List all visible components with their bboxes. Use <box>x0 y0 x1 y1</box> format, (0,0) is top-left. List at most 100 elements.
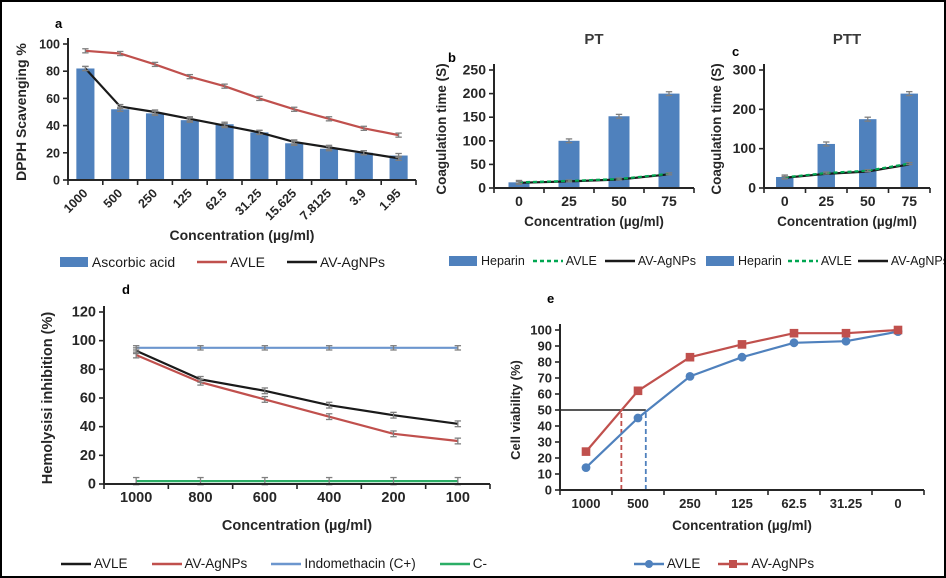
svg-text:1.95: 1.95 <box>377 186 404 213</box>
legend-label: Ascorbic acid <box>91 254 176 270</box>
svg-text:DPPH Scavenging %: DPPH Scavenging % <box>13 43 29 181</box>
svg-text:100: 100 <box>530 323 552 338</box>
legend-item: Heparin <box>705 254 782 268</box>
svg-text:100: 100 <box>463 132 487 148</box>
chart-d-legend: AVLE AV-AgNPs Indomethacin (C+) C- <box>36 556 512 571</box>
line-legend-swatch-icon <box>61 562 91 565</box>
legend-item: Indomethacin (C+) <box>271 556 416 571</box>
panel-e-letter: e <box>547 291 555 306</box>
panel-d-letter: d <box>122 282 130 297</box>
line-legend-swatch-icon <box>718 559 749 568</box>
svg-text:75: 75 <box>901 193 917 209</box>
svg-text:50: 50 <box>860 193 876 209</box>
chart-c-legend: Heparin AVLE AV-AgNPs <box>706 254 944 268</box>
svg-text:Hemolysisi inhibition (%): Hemolysisi inhibition (%) <box>40 312 56 485</box>
svg-text:1000: 1000 <box>120 490 152 506</box>
svg-text:0: 0 <box>478 180 486 196</box>
svg-text:3.9: 3.9 <box>347 186 369 208</box>
svg-text:62.5: 62.5 <box>781 496 806 511</box>
panel-a: a 0 20 40 60 80 100 1000 500 250 125 62.5 31.25 15.6… <box>12 8 432 270</box>
svg-text:PT: PT <box>584 31 603 48</box>
svg-text:0: 0 <box>748 180 756 196</box>
svg-text:200: 200 <box>381 490 405 506</box>
legend-label: AVLE <box>94 556 128 571</box>
legend-label: Heparin <box>738 254 782 268</box>
svg-text:0: 0 <box>88 477 96 493</box>
svg-text:100: 100 <box>39 38 60 52</box>
svg-text:1000: 1000 <box>61 186 91 216</box>
panel-b-letter: b <box>448 50 456 65</box>
svg-text:0: 0 <box>515 193 523 209</box>
svg-text:Coagulation time (S): Coagulation time (S) <box>710 63 724 194</box>
svg-text:40: 40 <box>80 419 96 435</box>
svg-text:500: 500 <box>627 496 649 511</box>
svg-text:Concentration (µg/ml): Concentration (µg/ml) <box>222 518 372 534</box>
legend-label: AVLE <box>666 556 701 571</box>
svg-text:50: 50 <box>470 156 486 172</box>
legend-item: Ascorbic acid <box>59 254 175 270</box>
svg-text:25: 25 <box>561 193 577 209</box>
line-legend-swatch-icon <box>439 562 470 565</box>
svg-text:40: 40 <box>538 419 552 434</box>
line-legend-swatch-icon <box>197 260 228 264</box>
svg-text:150: 150 <box>463 109 487 125</box>
svg-text:Concentration (µg/ml): Concentration (µg/ml) <box>170 227 315 243</box>
legend-item: AVLE <box>532 254 597 268</box>
legend-label: AVLE <box>565 254 597 268</box>
svg-text:80: 80 <box>46 65 60 79</box>
svg-text:Cell viability (%): Cell viability (%) <box>508 360 523 460</box>
svg-text:0: 0 <box>894 496 901 511</box>
legend-item: AV-AgNPs <box>604 254 696 268</box>
chart-d-canvas: 0 20 40 60 80 100 120 1000 800 600 400 200 100 Concen… <box>40 305 491 534</box>
legend-label: Indomethacin (C+) <box>304 556 416 571</box>
legend-item: AVLE <box>197 254 265 270</box>
line-legend-swatch-icon <box>857 259 888 263</box>
legend-item: AVLE <box>61 556 128 571</box>
line-legend-swatch-icon <box>532 259 563 263</box>
svg-text:31.25: 31.25 <box>830 496 863 511</box>
svg-text:15.625: 15.625 <box>262 186 299 223</box>
legend-item: AV-AgNPs <box>286 254 386 270</box>
svg-text:125: 125 <box>731 496 753 511</box>
legend-item: AV-AgNPs <box>718 556 814 571</box>
legend-item: Heparin <box>448 254 525 268</box>
svg-text:60: 60 <box>538 387 552 402</box>
svg-text:125: 125 <box>170 186 195 211</box>
panel-a-letter: a <box>55 16 63 31</box>
svg-text:Concentration (µg/ml): Concentration (µg/ml) <box>672 518 812 533</box>
svg-text:0: 0 <box>545 483 552 498</box>
svg-text:20: 20 <box>80 448 96 464</box>
svg-text:70: 70 <box>538 371 552 386</box>
line-legend-swatch-icon <box>787 259 818 263</box>
svg-text:200: 200 <box>733 101 757 117</box>
legend-item: AV-AgNPs <box>151 556 247 571</box>
svg-text:7.8125: 7.8125 <box>297 186 334 223</box>
svg-text:200: 200 <box>463 85 487 101</box>
legend-item: AV-AgNPs <box>857 254 944 268</box>
svg-text:250: 250 <box>135 186 160 211</box>
chart-e-legend: AVLE AV-AgNPs <box>508 556 940 571</box>
legend-label: AVLE <box>230 254 265 270</box>
svg-text:60: 60 <box>80 391 96 407</box>
legend-label: AVLE <box>820 254 852 268</box>
svg-text:60: 60 <box>46 92 60 106</box>
svg-text:62.5: 62.5 <box>203 186 230 213</box>
legend-label: Heparin <box>481 254 525 268</box>
legend-label: AV-AgNPs <box>319 254 386 270</box>
svg-text:300: 300 <box>733 62 757 78</box>
line-legend-swatch-icon <box>633 559 664 568</box>
chart-b-canvas: PT 0 50 100 150 200 250 0 25 50 75 Concentration (µ… <box>434 31 695 229</box>
svg-text:80: 80 <box>80 362 96 378</box>
chart-a-legend: Ascorbic acid AVLE AV-AgNPs <box>12 254 432 270</box>
svg-text:500: 500 <box>101 186 126 211</box>
svg-text:100: 100 <box>733 140 757 156</box>
panel-b: b PT 0 50 100 150 200 250 0 25 50 75 Concentration … <box>434 28 710 268</box>
legend-label: AV-AgNPs <box>637 254 696 268</box>
panel-c-letter: c <box>732 44 740 59</box>
panel-d: d 0 20 40 60 80 100 120 1000 800 600 400 200 100 Conc… <box>36 282 512 571</box>
svg-text:20: 20 <box>46 146 60 160</box>
svg-text:Coagulation time (S): Coagulation time (S) <box>434 63 449 194</box>
legend-item: AVLE <box>787 254 852 268</box>
svg-text:250: 250 <box>679 496 701 511</box>
